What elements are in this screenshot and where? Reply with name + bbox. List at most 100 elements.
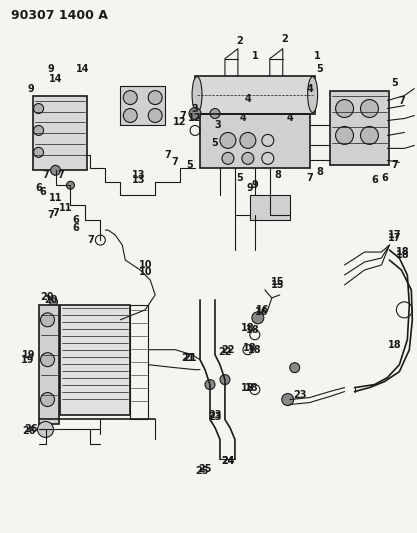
Text: 5: 5 [236,173,243,183]
Text: 19: 19 [22,350,35,360]
Circle shape [360,100,379,117]
Circle shape [220,375,230,385]
Circle shape [222,152,234,164]
Text: 19: 19 [21,354,34,365]
Text: 18: 18 [241,383,255,393]
Text: 12: 12 [188,114,202,124]
Text: 12: 12 [173,117,187,127]
Text: 26: 26 [24,424,38,434]
Text: 9: 9 [246,183,253,193]
Text: 7: 7 [391,160,398,171]
Bar [195,76,315,114]
Text: 7: 7 [306,173,313,183]
Circle shape [123,109,137,123]
Text: 25: 25 [195,466,209,477]
Text: 21: 21 [183,353,197,362]
Text: 9: 9 [27,84,34,94]
Text: 13: 13 [131,175,145,185]
Circle shape [34,103,43,114]
Text: 8: 8 [274,171,281,180]
Text: 4: 4 [306,84,313,94]
Text: 5: 5 [187,160,193,171]
Text: 5: 5 [211,139,219,148]
Bar [200,114,310,168]
Circle shape [240,132,256,148]
Text: 90307 1400 A: 90307 1400 A [11,9,108,22]
Text: 6: 6 [371,175,378,185]
Text: 6: 6 [35,183,42,193]
Text: 7: 7 [165,150,171,160]
Text: 18: 18 [248,345,261,355]
Ellipse shape [192,77,202,112]
Circle shape [336,126,354,144]
Text: 3: 3 [192,103,198,114]
Text: 23: 23 [208,409,222,419]
Text: 18: 18 [241,323,255,333]
Bar [250,195,290,220]
Text: 18: 18 [245,383,259,393]
Text: 20: 20 [40,292,53,302]
Text: 5: 5 [391,78,398,87]
Circle shape [34,125,43,135]
Text: 7: 7 [87,235,94,245]
Text: 21: 21 [181,353,195,362]
Text: 3: 3 [215,120,221,131]
Text: 7: 7 [47,210,54,220]
Circle shape [40,353,55,367]
Circle shape [123,91,137,104]
Circle shape [50,165,60,175]
Bar [130,305,148,419]
Text: 7: 7 [398,95,405,106]
Text: 18: 18 [246,325,260,335]
Text: 16: 16 [256,305,269,315]
Text: 14: 14 [49,74,62,84]
Circle shape [50,298,58,306]
Text: 6: 6 [39,187,46,197]
Circle shape [148,91,162,104]
Text: 4: 4 [239,114,246,124]
Circle shape [336,100,354,117]
Text: 7: 7 [180,110,186,120]
Circle shape [148,109,162,123]
Text: 8: 8 [316,167,323,177]
Circle shape [360,126,379,144]
Text: 18: 18 [387,340,401,350]
Circle shape [220,132,236,148]
Circle shape [252,312,264,324]
Circle shape [242,152,254,164]
Bar [33,95,88,171]
Text: 9: 9 [47,63,54,74]
Circle shape [210,109,220,118]
Text: 11: 11 [49,193,62,203]
Text: 7: 7 [172,157,178,167]
Text: 18: 18 [396,250,409,260]
Text: 14: 14 [75,63,89,74]
Text: 24: 24 [221,456,235,466]
Text: 20: 20 [44,295,57,305]
Text: 2: 2 [281,34,288,44]
Circle shape [189,108,201,119]
Text: 16: 16 [255,307,269,317]
Text: 17: 17 [388,230,401,240]
Circle shape [40,393,55,407]
Bar [38,305,58,424]
Text: 13: 13 [131,171,145,180]
Text: 4: 4 [286,114,293,124]
Ellipse shape [308,77,318,112]
Bar [60,305,130,415]
Text: 6: 6 [72,223,79,233]
Text: 7: 7 [52,208,59,218]
Text: 18: 18 [243,343,257,353]
Text: 1: 1 [251,51,258,61]
Text: 4: 4 [244,94,251,103]
Text: 15: 15 [271,280,284,290]
Text: 23: 23 [293,390,306,400]
Text: 24: 24 [221,456,235,466]
Text: 5: 5 [316,63,323,74]
Text: 10: 10 [138,267,152,277]
Text: 17: 17 [388,233,401,243]
Circle shape [38,422,53,438]
Text: 23: 23 [208,413,222,423]
Bar [329,91,389,165]
Text: 6: 6 [72,215,79,225]
